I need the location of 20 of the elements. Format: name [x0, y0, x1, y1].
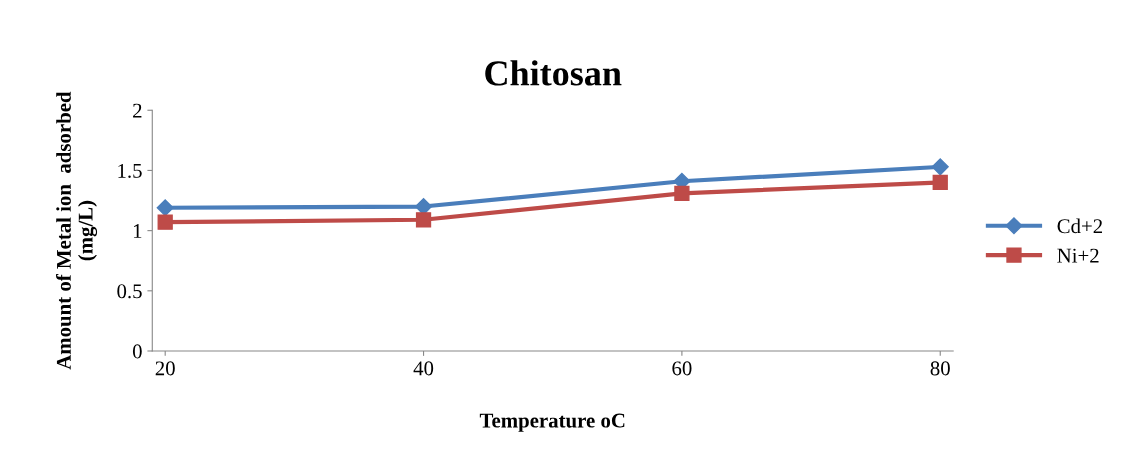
y-tick-label: 1.5: [118, 163, 142, 178]
legend-label: Ni+2: [1057, 248, 1099, 263]
y-tick-label: 2: [133, 103, 142, 118]
y-axis-title: Amount of Metal ion adsorbed (mg/L): [56, 91, 98, 370]
point: [157, 214, 173, 230]
x-tick-label: 60: [672, 361, 692, 376]
point: [674, 185, 690, 201]
point: [932, 174, 948, 191]
y-tick-label: 0: [132, 344, 142, 359]
chart-title: Chitosan: [485, 60, 622, 86]
legend-label: Cd+2: [1057, 218, 1103, 234]
point: [156, 199, 174, 217]
y-tick-label: 0.5: [117, 284, 142, 299]
point: [415, 212, 432, 228]
x-tick-label: 40: [413, 361, 434, 376]
x-tick-label: 80: [930, 361, 950, 376]
point: [931, 158, 949, 176]
y-tick-label: 1: [133, 224, 142, 238]
x-tick-label: 20: [155, 361, 175, 376]
x-axis-title: Temperature oC: [479, 413, 625, 432]
